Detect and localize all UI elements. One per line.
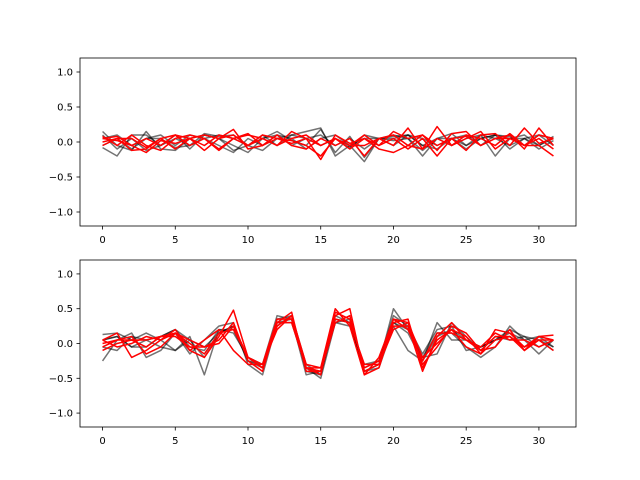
x-tick-label: 0 <box>99 436 105 447</box>
x-tick-label: 25 <box>460 436 473 447</box>
y-tick-label: 0.5 <box>57 304 73 315</box>
x-tick-label: 30 <box>533 235 546 246</box>
x-tick-label: 30 <box>533 436 546 447</box>
x-tick-label: 20 <box>387 436 400 447</box>
y-tick-label: 0.5 <box>57 103 73 114</box>
series-line-red-5 <box>102 307 554 376</box>
bottom-subplot: 0 5 10 15 20 25 30 1.0 0.5 0.0 −0.5 −1.0 <box>49 259 577 447</box>
y-tick-label: 0.0 <box>57 339 73 350</box>
y-tick-label: 0.0 <box>57 138 73 149</box>
y-tick-label: −0.5 <box>49 374 73 385</box>
x-tick-label: 20 <box>387 235 400 246</box>
y-tick-label: −1.0 <box>49 409 73 420</box>
y-tick-label: −0.5 <box>49 173 73 184</box>
top-subplot: 0 5 10 15 20 25 30 1.0 0.5 0.0 −0.5 −1.0 <box>49 57 577 246</box>
x-tick-label: 5 <box>172 436 178 447</box>
x-tick-label: 5 <box>172 235 178 246</box>
y-tick-label: −1.0 <box>49 208 73 219</box>
x-tick-label: 15 <box>314 436 327 447</box>
x-tick-label: 0 <box>99 235 105 246</box>
y-tick-label: 1.0 <box>57 269 73 280</box>
series-line-red-9 <box>102 134 554 157</box>
x-tick-label: 15 <box>314 235 327 246</box>
x-tick-label: 10 <box>242 235 255 246</box>
x-tick-label: 25 <box>460 235 473 246</box>
x-tick-label: 10 <box>242 436 255 447</box>
series-line-red-9 <box>102 314 554 373</box>
series-line-gray-3 <box>102 132 554 154</box>
series-line-red-8 <box>102 314 554 369</box>
y-tick-label: 1.0 <box>57 68 73 79</box>
